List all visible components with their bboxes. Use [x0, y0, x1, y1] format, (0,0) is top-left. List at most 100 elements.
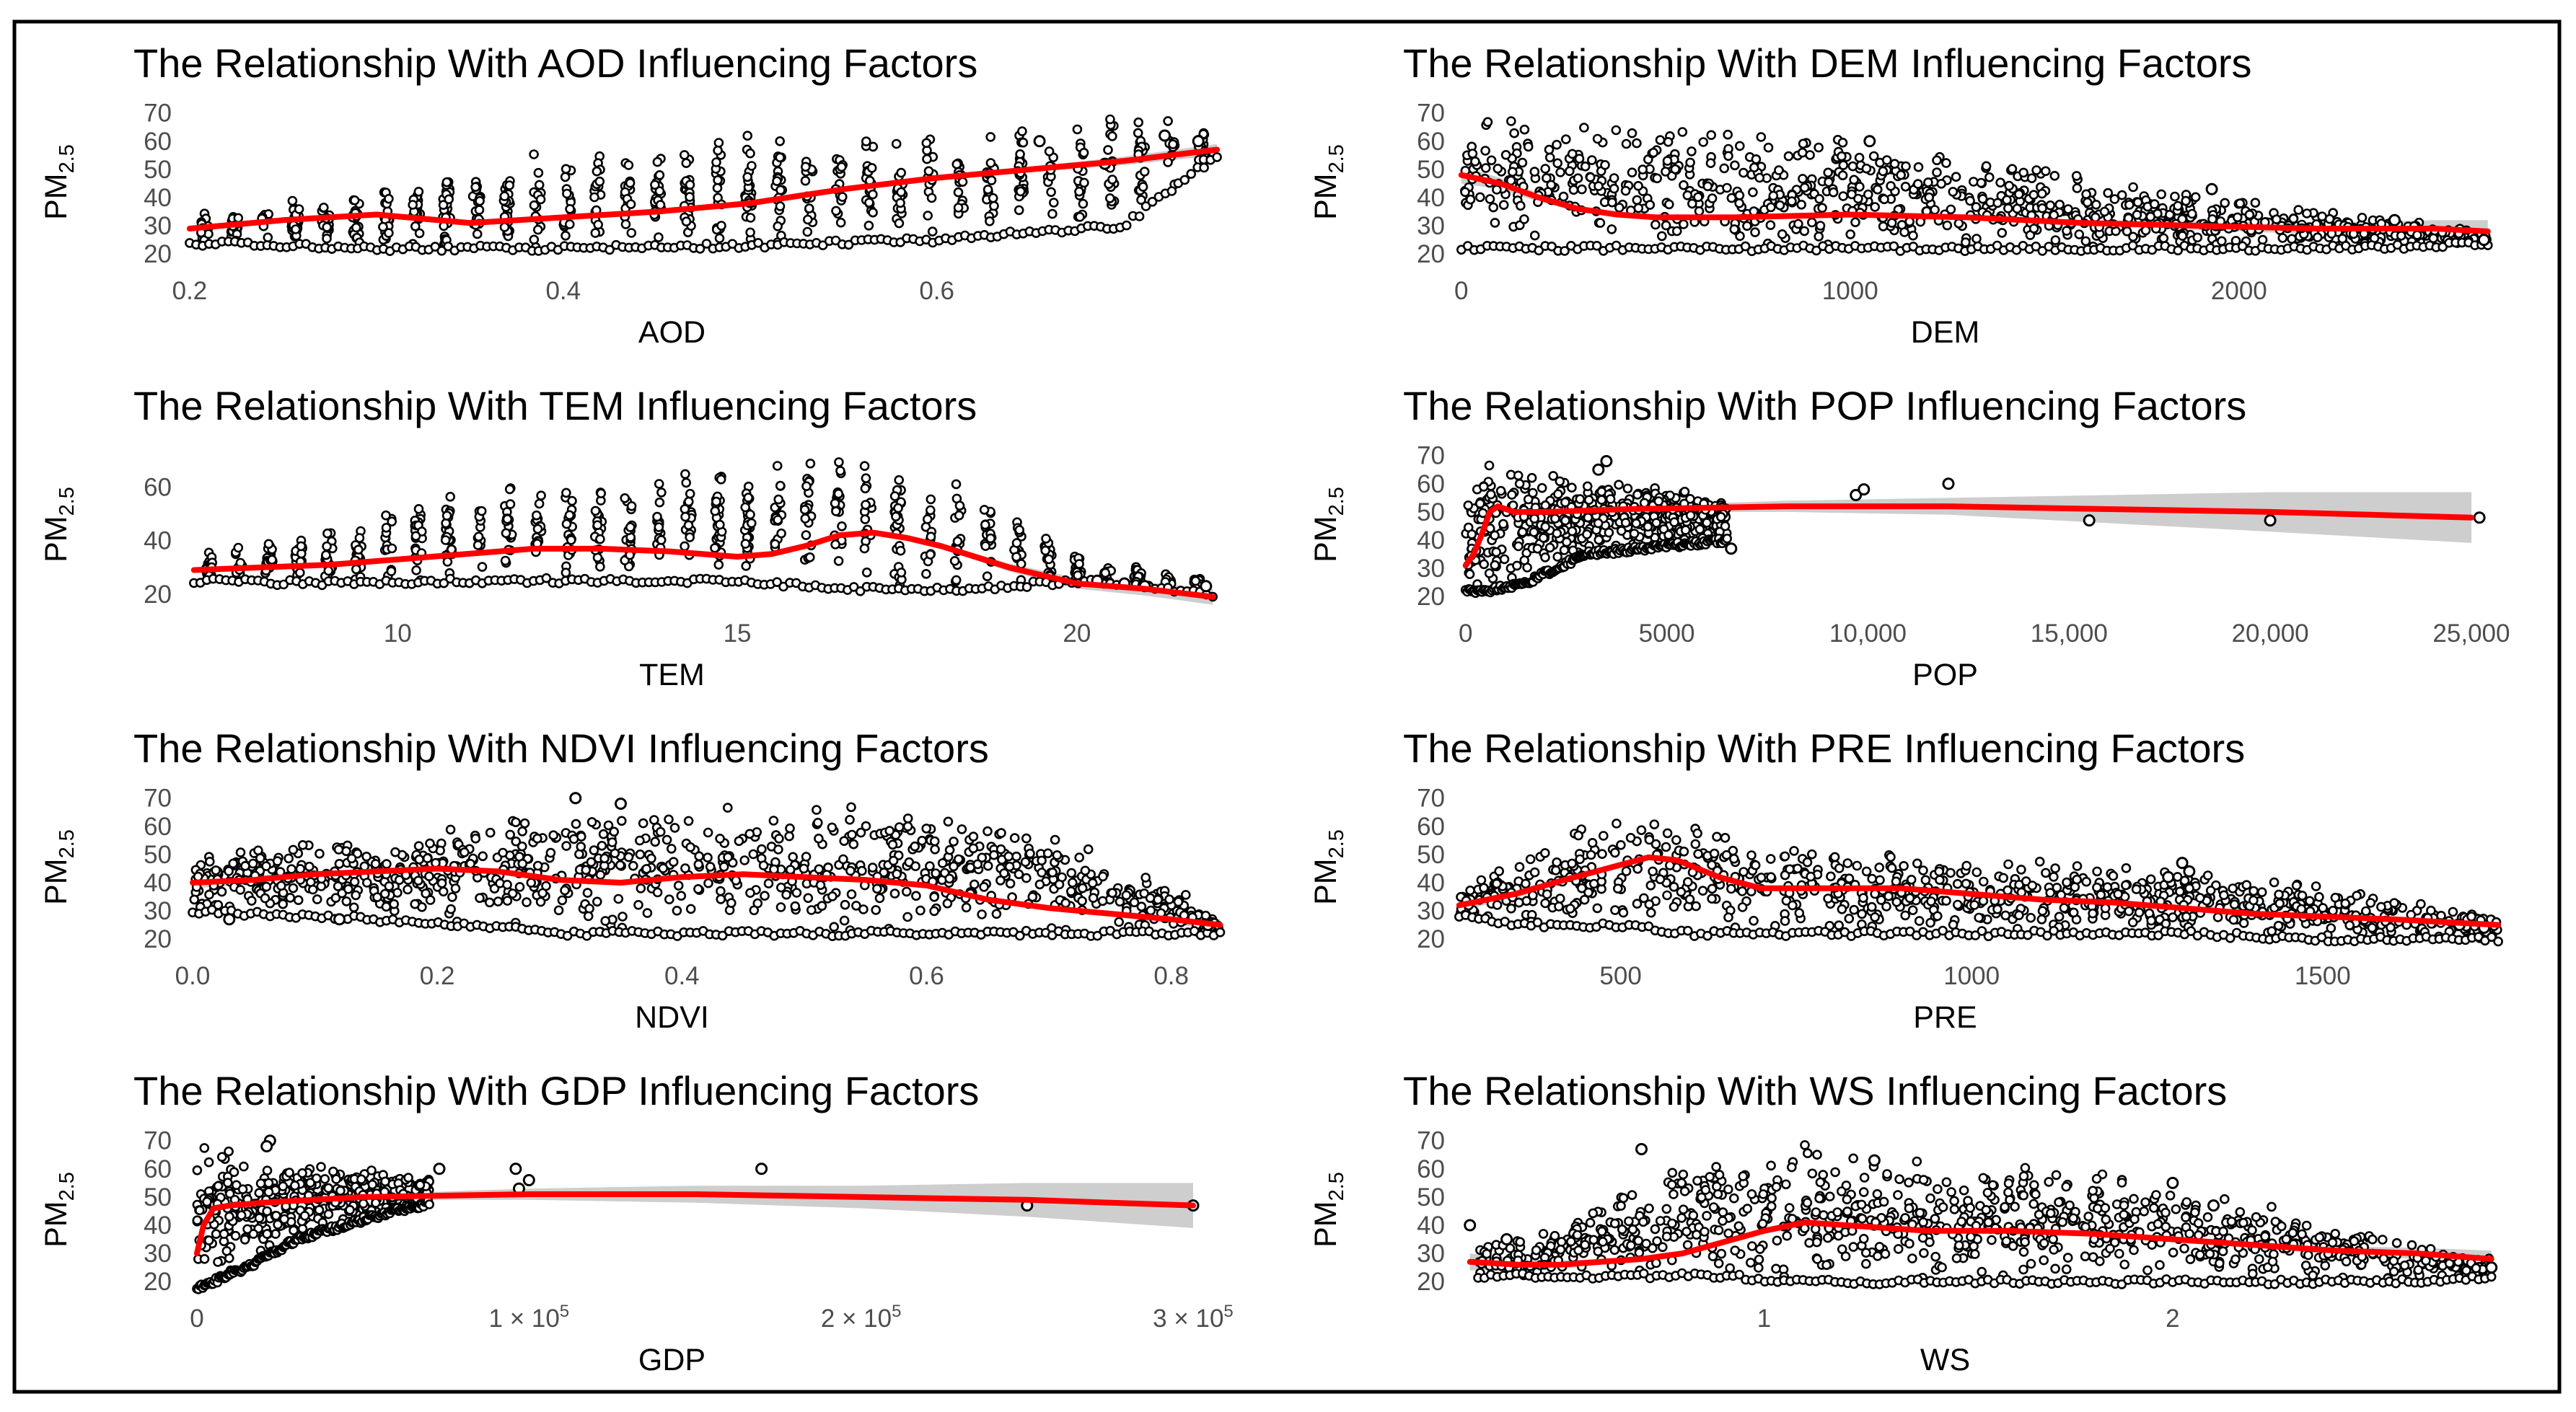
scatter-point	[1723, 129, 1733, 140]
scatter-point	[1948, 187, 1959, 197]
scatter-point	[1737, 886, 1747, 896]
scatter-point	[2314, 892, 2324, 902]
scatter-point	[2158, 233, 2169, 244]
scatter-point	[1052, 850, 1063, 860]
scatter-point	[784, 831, 794, 842]
scatter-point	[446, 904, 456, 914]
scatter-point	[413, 503, 424, 514]
scatter-point	[1863, 189, 1873, 200]
scatter-points-aod	[185, 114, 1222, 257]
scatter-point	[1693, 849, 1703, 859]
scatter-point	[895, 545, 906, 556]
scatter-point	[705, 862, 716, 872]
scatter-point	[1632, 899, 1643, 909]
scatter-point	[566, 535, 576, 545]
scatter-point	[953, 203, 964, 213]
scatter-point-outlier	[1200, 580, 1213, 593]
scatter-point	[408, 200, 418, 210]
scatter-point	[438, 200, 449, 211]
scatter-point	[564, 510, 575, 521]
scatter-point	[1847, 189, 1857, 200]
scatter-point	[276, 881, 286, 891]
scatter-point	[1060, 898, 1071, 909]
scatter-point	[1763, 142, 1774, 153]
scatter-point	[1845, 229, 1855, 239]
scatter-point	[1599, 831, 1609, 841]
scatter-point	[1553, 489, 1563, 500]
y-axis-label-subscript: 2.5	[1325, 144, 1348, 173]
scatter-point	[716, 221, 726, 231]
scatter-point	[743, 493, 754, 503]
y-axis-label-pop: PM2.5	[1309, 487, 1348, 562]
scatter-point	[1593, 518, 1604, 529]
scatter-point	[561, 487, 571, 498]
scatter-point	[1720, 521, 1731, 531]
y-axis-label-dem: PM2.5	[1309, 144, 1348, 220]
scatter-point	[1579, 123, 1589, 133]
x-tick-label: 0	[1459, 619, 1472, 648]
scatter-point	[1163, 157, 1173, 167]
scatter-point	[635, 835, 645, 846]
scatter-point	[2140, 225, 2151, 236]
scatter-point	[2037, 188, 2047, 199]
scatter-point	[278, 899, 289, 909]
scatter-point	[595, 870, 606, 880]
scatter-point	[1506, 116, 1516, 126]
scatter-point	[654, 232, 664, 242]
scatter-point	[1136, 195, 1146, 206]
scatter-point	[1470, 156, 1480, 167]
scatter-point	[1550, 513, 1560, 524]
scatter-point	[683, 816, 694, 826]
scatter-point	[1215, 927, 1226, 937]
scatter-point	[925, 861, 935, 871]
scatter-point	[1881, 155, 1892, 165]
scatter-point	[410, 531, 421, 542]
scatter-point	[703, 852, 713, 862]
scatter-point	[594, 176, 605, 187]
scatter-point	[806, 905, 817, 915]
scatter-point	[2233, 212, 2243, 223]
scatter-point	[1774, 165, 1784, 175]
y-tick-label: 30	[144, 897, 172, 925]
scatter-point	[499, 191, 510, 201]
panel-aod: The Relationship With AOD Influencing Fa…	[39, 40, 1222, 350]
scatter-point	[2028, 224, 2039, 234]
scatter-point	[567, 495, 577, 506]
scatter-point	[1005, 878, 1016, 888]
scatter-point	[1679, 486, 1690, 497]
scatter-point	[1661, 842, 1671, 852]
scatter-point	[711, 157, 721, 167]
scatter-point	[847, 829, 857, 840]
scatter-point	[1559, 545, 1570, 555]
scatter-point	[1555, 167, 1565, 177]
scatter-point	[247, 858, 258, 869]
scatter-point	[502, 513, 513, 524]
scatter-point	[722, 803, 733, 813]
x-tick-label: 2000	[2211, 277, 2267, 305]
scatter-point	[983, 860, 993, 871]
scatter-point	[379, 888, 390, 899]
scatter-point	[1878, 221, 1889, 231]
scatter-point	[1653, 496, 1664, 506]
scatter-point	[1875, 875, 1885, 886]
scatter-point	[731, 875, 742, 886]
scatter-points-pre	[1454, 818, 2503, 947]
scatter-point	[2416, 899, 2426, 909]
scatter-point	[2028, 190, 2039, 200]
scatter-point	[703, 878, 713, 888]
scatter-point	[680, 863, 690, 873]
chart-title-tem: The Relationship With TEM Influencing Fa…	[133, 383, 977, 428]
scatter-point	[484, 897, 495, 908]
scatter-point	[1519, 214, 1529, 224]
scatter-point	[1592, 133, 1603, 144]
scatter-point	[652, 156, 663, 167]
scatter-point	[758, 860, 769, 870]
scatter-point	[834, 457, 844, 467]
scatter-point	[1146, 905, 1156, 916]
scatter-point	[1669, 882, 1679, 892]
scatter-point	[1793, 219, 1803, 229]
scatter-point	[1707, 193, 1718, 203]
scatter-point	[1671, 226, 1682, 237]
scatter-point	[921, 138, 932, 149]
scatter-point	[557, 895, 568, 906]
